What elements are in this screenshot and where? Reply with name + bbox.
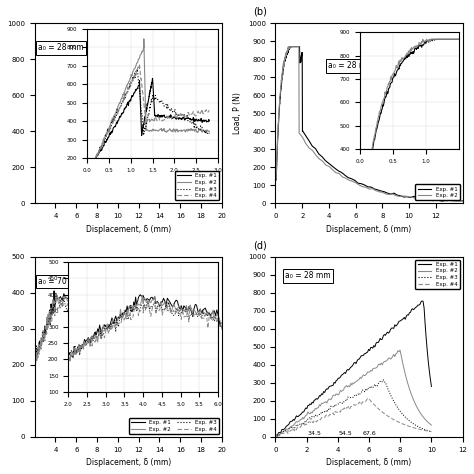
Text: a₀ = 28 mm: a₀ = 28 mm <box>328 61 374 70</box>
Text: a₀ = 70 mm: a₀ = 70 mm <box>38 277 84 286</box>
Text: 54.5: 54.5 <box>339 431 353 436</box>
Text: 67.6: 67.6 <box>362 431 376 436</box>
Text: (d): (d) <box>253 240 267 250</box>
X-axis label: Displacement, δ (mm): Displacement, δ (mm) <box>327 225 412 234</box>
X-axis label: Displacement, δ (mm): Displacement, δ (mm) <box>86 458 171 467</box>
X-axis label: Displacement, δ (mm): Displacement, δ (mm) <box>327 458 412 467</box>
Text: a₀ = 28 mm: a₀ = 28 mm <box>38 43 84 52</box>
X-axis label: Displacement, δ (mm): Displacement, δ (mm) <box>86 225 171 234</box>
Text: (b): (b) <box>253 7 267 17</box>
Text: a₀ = 28 mm: a₀ = 28 mm <box>285 272 330 281</box>
Legend: Exp. #1, Exp. #2: Exp. #1, Exp. #2 <box>415 184 460 201</box>
Y-axis label: Load, P (N): Load, P (N) <box>233 92 242 134</box>
Legend: Exp. #1, Exp. #2, Exp. #3, Exp. #4: Exp. #1, Exp. #2, Exp. #3, Exp. #4 <box>129 418 219 434</box>
Legend: Exp. #1, Exp. #2, Exp. #3, Exp. #4: Exp. #1, Exp. #2, Exp. #3, Exp. #4 <box>415 260 460 289</box>
Legend: Exp. #1, Exp. #2, Exp. #3, Exp. #4: Exp. #1, Exp. #2, Exp. #3, Exp. #4 <box>174 171 219 201</box>
Text: 34.5: 34.5 <box>308 431 321 436</box>
